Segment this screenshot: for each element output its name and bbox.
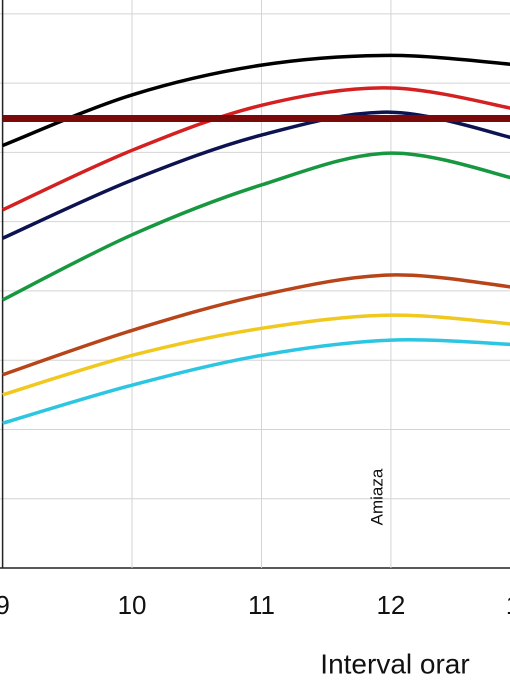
x-tick-label: 13 [506, 590, 510, 620]
x-tick-label: 11 [248, 590, 275, 620]
x-tick-label: 9 [0, 590, 10, 620]
series-line [2, 313, 510, 397]
annotation: Amiaza [367, 468, 386, 525]
series-line [2, 273, 510, 377]
x-tick-label: 12 [376, 590, 405, 620]
series-line [1, 151, 510, 302]
x-tick-label: 10 [118, 590, 147, 620]
x-axis-title: Interval orar [320, 648, 469, 679]
series-line [1, 53, 510, 148]
series-line [2, 338, 510, 425]
series-line [1, 86, 510, 212]
